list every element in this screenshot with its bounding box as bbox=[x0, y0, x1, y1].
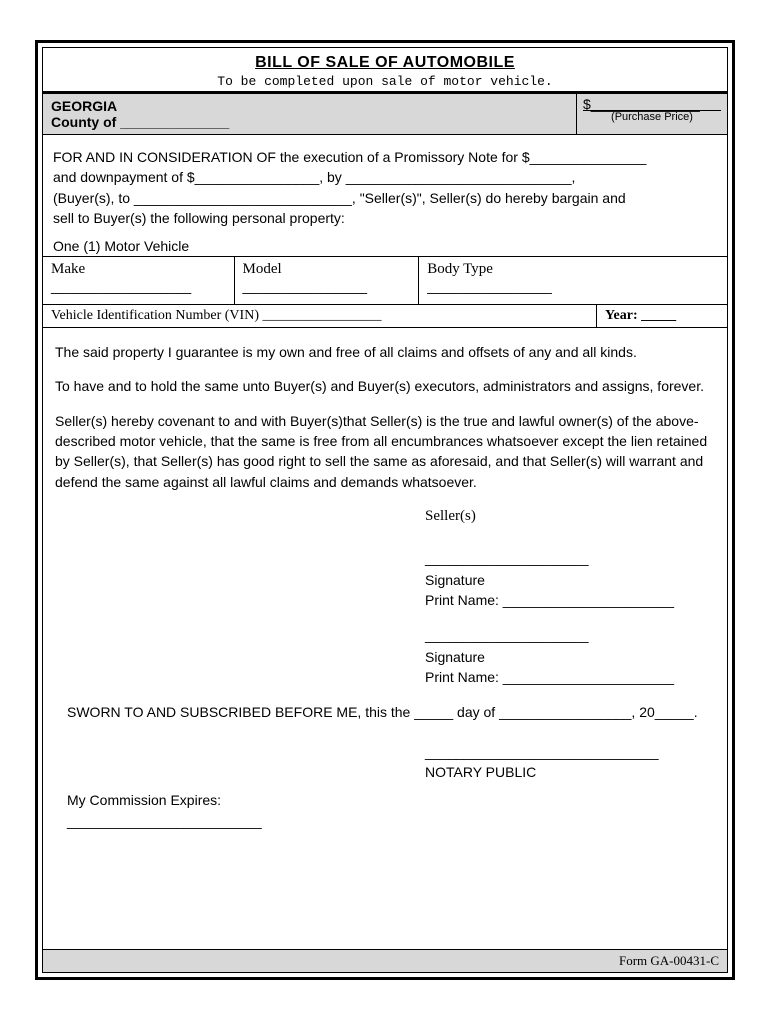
model-label: Model bbox=[243, 261, 411, 278]
commission-line: _________________________ bbox=[67, 811, 703, 831]
model-cell: Model ________________ bbox=[235, 257, 420, 304]
sellers-block: Seller(s) _____________________ Signatur… bbox=[425, 506, 715, 688]
consideration-line1: FOR AND IN CONSIDERATION OF the executio… bbox=[53, 147, 717, 167]
commission-block: My Commission Expires: _________________… bbox=[55, 790, 715, 831]
guarantee-p1: The said property I guarantee is my own … bbox=[55, 342, 715, 362]
signature-group-2: _____________________ Signature Print Na… bbox=[425, 625, 715, 688]
signature-line-1: _____________________ bbox=[425, 548, 715, 568]
vin-row: Vehicle Identification Number (VIN) ____… bbox=[43, 305, 727, 328]
print-name-1: Print Name: ______________________ bbox=[425, 590, 715, 610]
vehicle-count: One (1) Motor Vehicle bbox=[43, 236, 727, 256]
subtitle: To be completed upon sale of motor vehic… bbox=[43, 74, 727, 89]
guarantee-section: The said property I guarantee is my own … bbox=[43, 328, 727, 949]
consideration-line3: (Buyer(s), to __________________________… bbox=[53, 188, 717, 208]
header-state-county: GEORGIA County of ______________ bbox=[43, 94, 577, 134]
make-blank: __________________ bbox=[51, 278, 226, 294]
model-blank: ________________ bbox=[243, 278, 411, 294]
county-label: County of ______________ bbox=[51, 114, 568, 130]
notary-line: ______________________________ bbox=[425, 742, 715, 762]
vehicle-table: Make __________________ Model __________… bbox=[43, 256, 727, 305]
signature-line-2: _____________________ bbox=[425, 625, 715, 645]
notary-label: NOTARY PUBLIC bbox=[425, 762, 715, 782]
state-label: GEORGIA bbox=[51, 98, 568, 114]
body-cell: Body Type ________________ bbox=[419, 257, 727, 304]
sworn-text: SWORN TO AND SUBSCRIBED BEFORE ME, this … bbox=[55, 702, 715, 722]
form-number: Form GA-00431-C bbox=[43, 949, 727, 972]
signature-label-2: Signature bbox=[425, 647, 715, 667]
make-cell: Make __________________ bbox=[43, 257, 235, 304]
guarantee-p3: Seller(s) hereby covenant to and with Bu… bbox=[55, 411, 715, 492]
consideration-line4: sell to Buyer(s) the following personal … bbox=[53, 208, 717, 228]
commission-label: My Commission Expires: bbox=[67, 790, 703, 810]
vin-label: Vehicle Identification Number (VIN) ____… bbox=[43, 305, 597, 327]
price-amount: $______________ bbox=[583, 96, 700, 112]
consideration-text: FOR AND IN CONSIDERATION OF the executio… bbox=[43, 135, 727, 236]
title-section: BILL OF SALE OF AUTOMOBILE To be complet… bbox=[43, 48, 727, 91]
notary-block: ______________________________ NOTARY PU… bbox=[425, 742, 715, 783]
body-blank: ________________ bbox=[427, 278, 719, 294]
year-label: Year: _____ bbox=[597, 305, 727, 327]
sellers-heading: Seller(s) bbox=[425, 506, 715, 528]
make-label: Make bbox=[51, 261, 226, 278]
consideration-line2: and downpayment of $________________, by… bbox=[53, 167, 717, 187]
outer-border: BILL OF SALE OF AUTOMOBILE To be complet… bbox=[35, 40, 735, 980]
signature-label-1: Signature bbox=[425, 570, 715, 590]
header-row: GEORGIA County of ______________ $______… bbox=[43, 91, 727, 135]
body-label: Body Type bbox=[427, 261, 719, 278]
guarantee-p2: To have and to hold the same unto Buyer(… bbox=[55, 376, 715, 396]
inner-border: BILL OF SALE OF AUTOMOBILE To be complet… bbox=[42, 47, 728, 973]
header-price: $______________ (Purchase Price) bbox=[577, 94, 727, 134]
main-title: BILL OF SALE OF AUTOMOBILE bbox=[43, 54, 727, 72]
print-name-2: Print Name: ______________________ bbox=[425, 667, 715, 687]
signature-group-1: _____________________ Signature Print Na… bbox=[425, 548, 715, 611]
